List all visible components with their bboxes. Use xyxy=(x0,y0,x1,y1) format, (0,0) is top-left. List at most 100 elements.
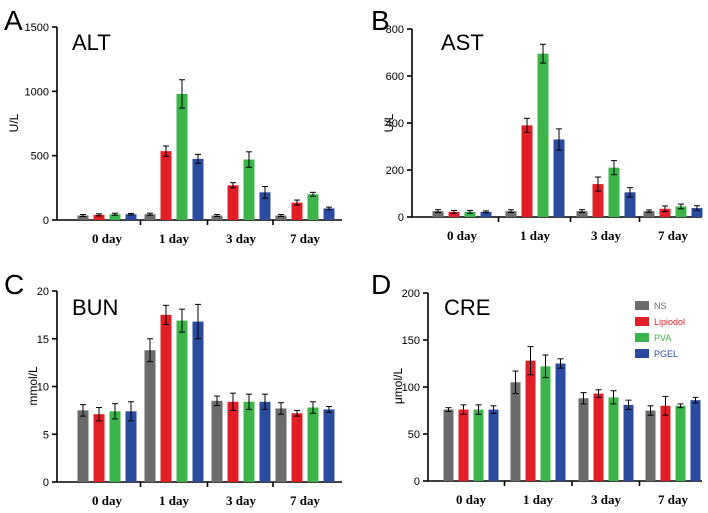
bar-lipiodol xyxy=(525,360,536,481)
bar-pgel xyxy=(323,409,335,482)
error-bar xyxy=(128,212,134,216)
x-tick-label: 7 day xyxy=(658,228,688,243)
bar-pgel xyxy=(192,321,204,482)
error-bar xyxy=(610,390,617,405)
bar-pgel xyxy=(691,208,703,217)
error-bar xyxy=(678,203,684,210)
y-tick-label: 50 xyxy=(408,429,420,441)
y-tick-label: 20 xyxy=(37,286,49,298)
error-bar xyxy=(195,153,201,164)
error-bar xyxy=(435,209,441,214)
chart-panel-c: C BUN mmol/L 0 5 10 15 20 0 day 1 day 3 day 7 day xyxy=(4,269,342,508)
error-bar xyxy=(96,407,102,422)
panel-label: C xyxy=(4,269,24,300)
bar-ns xyxy=(275,408,287,482)
bar-lipiodol xyxy=(291,202,303,220)
y-tick-label: 100 xyxy=(402,382,420,394)
y-tick-label: 1000 xyxy=(25,86,49,98)
panel-label: A xyxy=(4,5,23,36)
error-bar xyxy=(163,145,169,157)
bar-pva xyxy=(176,93,188,220)
error-bar xyxy=(278,402,284,415)
bar-pgel xyxy=(623,404,634,481)
y-tick-label: 1500 xyxy=(25,22,49,34)
chart-panel-b: B AST U/L 0 200 400 600 800 0 day 1 day 3 day 7 day xyxy=(371,5,703,243)
error-bar xyxy=(540,43,546,64)
bar-ns xyxy=(510,382,521,481)
error-bar xyxy=(647,405,654,416)
error-bar xyxy=(195,303,201,340)
error-bar xyxy=(326,206,332,211)
bar-ns xyxy=(211,215,223,220)
bar-lipiodol xyxy=(291,413,303,482)
error-bar xyxy=(214,213,220,218)
bar-ns xyxy=(645,410,656,481)
error-bar xyxy=(557,358,564,369)
x-tick-label: 7 day xyxy=(290,493,320,508)
bar-pva xyxy=(243,401,255,482)
error-bar xyxy=(490,405,497,414)
error-bar xyxy=(246,151,252,168)
chart-panel-a: A ALT U/L 0 500 1000 1500 0 day 1 day 3 day 7 day xyxy=(4,5,342,246)
bar-pva xyxy=(675,206,687,217)
bar-lipiodol xyxy=(660,405,671,481)
panel-label: B xyxy=(371,5,390,36)
error-bar xyxy=(230,392,236,411)
y-tick-label: 0 xyxy=(43,477,49,489)
bar-ns xyxy=(443,409,454,481)
bar-pva xyxy=(608,167,620,217)
bar-pva xyxy=(537,53,549,217)
y-tick-label: 800 xyxy=(386,24,404,36)
bar-ns xyxy=(144,214,156,220)
bar-pgel xyxy=(555,363,566,481)
error-bar xyxy=(611,160,617,176)
chart-title: AST xyxy=(441,30,484,55)
error-bar xyxy=(294,199,300,206)
x-tick-label: 3 day xyxy=(591,492,621,507)
error-bar xyxy=(625,399,632,411)
bar-pgel xyxy=(259,401,271,482)
x-tick-label: 1 day xyxy=(520,228,550,243)
error-bar xyxy=(627,187,633,198)
bar-lipiodol xyxy=(659,208,671,217)
error-bar xyxy=(692,396,699,404)
bar-pva xyxy=(307,194,319,220)
error-bar xyxy=(214,395,220,407)
error-bar xyxy=(147,212,153,216)
bar-ns xyxy=(432,211,444,217)
error-bar xyxy=(542,354,549,379)
bar-pgel xyxy=(323,208,335,220)
error-bar xyxy=(128,401,134,422)
bar-pva xyxy=(109,411,121,482)
y-axis-label: U/L xyxy=(7,113,21,132)
x-tick-label: 0 day xyxy=(92,231,122,246)
chart-panel-d: D CRE μmol/L 0 50 100 150 200 0 day 1 day 3 day 7 d… xyxy=(371,269,702,507)
panel-label: D xyxy=(371,269,391,300)
error-bar xyxy=(80,404,86,417)
y-tick-label: 150 xyxy=(402,335,420,347)
bar-lipiodol xyxy=(93,214,105,220)
error-bar xyxy=(451,209,457,214)
bar-pva xyxy=(464,211,476,217)
error-bar xyxy=(163,304,169,325)
legend-label-pva: PVA xyxy=(654,333,671,343)
error-bar xyxy=(112,212,118,216)
y-tick-label: 0 xyxy=(414,476,420,488)
error-bar xyxy=(310,191,316,197)
chart-title: CRE xyxy=(444,295,490,320)
bar-ns xyxy=(578,398,589,481)
error-bar xyxy=(475,404,482,415)
x-tick-label: 1 day xyxy=(159,493,189,508)
legend: NS Lipiodol PVA PGEL xyxy=(635,301,685,359)
error-bar xyxy=(96,213,102,217)
legend-label-lipiodol: Lipiodol xyxy=(654,317,685,327)
x-tick-label: 0 day xyxy=(92,493,122,508)
y-tick-label: 10 xyxy=(37,382,49,394)
bar-lipiodol xyxy=(93,414,105,482)
bar-ns xyxy=(77,215,89,220)
y-axis-label: mmol/L xyxy=(26,366,40,406)
bar-pgel xyxy=(553,139,565,217)
y-tick-label: 0 xyxy=(43,215,49,227)
error-bar xyxy=(112,403,118,420)
bar-pva xyxy=(307,407,319,482)
